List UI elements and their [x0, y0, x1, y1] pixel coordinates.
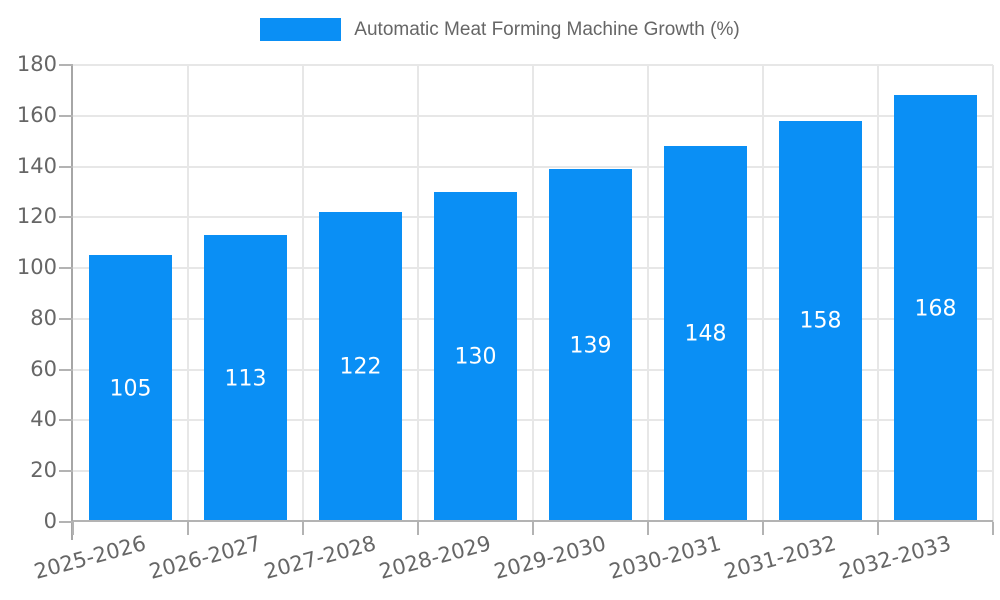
- y-tick-label: 0: [43, 509, 57, 533]
- bar-value-label: 158: [799, 308, 842, 334]
- v-gridline: [762, 65, 764, 522]
- x-tick: [762, 522, 764, 535]
- x-tick: [302, 522, 304, 535]
- legend-label: Automatic Meat Forming Machine Growth (%…: [354, 19, 740, 40]
- bar-value-label: 139: [569, 333, 612, 359]
- bar: [664, 146, 747, 522]
- x-tick: [647, 522, 649, 535]
- y-axis-line: [71, 65, 73, 540]
- y-tick-label: 160: [16, 102, 57, 127]
- x-tick: [187, 522, 189, 535]
- bar: [319, 212, 402, 522]
- bar: [549, 169, 632, 522]
- x-tick-label: 2030-2031: [606, 531, 724, 584]
- bar: [779, 120, 862, 522]
- plot-area: 105 113 122 130 139 148 158 168: [73, 64, 994, 522]
- y-tick: [59, 114, 73, 117]
- y-tick-label: 60: [30, 356, 57, 381]
- y-tick: [59, 419, 73, 422]
- v-gridline: [187, 65, 189, 522]
- x-tick-label: 2029-2030: [491, 531, 609, 584]
- x-tick-label: 2031-2032: [721, 531, 839, 584]
- x-tick-label: 2025-2026: [31, 531, 149, 584]
- y-tick-label: 40: [30, 407, 57, 432]
- v-gridline: [532, 65, 534, 522]
- bar: [204, 235, 287, 522]
- v-gridline: [302, 65, 304, 522]
- y-tick-label: 80: [30, 305, 57, 330]
- x-tick: [532, 522, 534, 535]
- y-tick-label: 140: [16, 153, 57, 178]
- bar-value-label: 122: [339, 354, 382, 380]
- v-gridline: [647, 65, 649, 522]
- v-gridline: [417, 65, 419, 522]
- bar-value-label: 130: [454, 344, 497, 370]
- bar-value-label: 168: [914, 296, 957, 322]
- y-tick: [59, 368, 73, 371]
- y-tick: [59, 317, 73, 320]
- y-tick: [59, 470, 73, 473]
- x-tick: [417, 522, 419, 535]
- v-gridline: [877, 65, 879, 522]
- x-tick-label: 2026-2027: [146, 531, 264, 584]
- y-tick: [59, 165, 73, 168]
- y-tick: [59, 216, 73, 219]
- y-tick: [59, 267, 73, 270]
- bar-value-label: 105: [109, 376, 152, 402]
- y-tick-label: 20: [30, 458, 57, 483]
- x-tick-label: 2028-2029: [376, 531, 494, 584]
- x-tick: [72, 522, 74, 535]
- bar-value-label: 148: [684, 321, 727, 347]
- bar: [434, 191, 517, 522]
- y-tick: [59, 521, 73, 523]
- legend-swatch-icon: [260, 18, 342, 41]
- y-tick: [59, 64, 73, 66]
- legend: Automatic Meat Forming Machine Growth (%…: [0, 18, 1000, 41]
- x-tick: [877, 522, 879, 535]
- x-tick-label: 2032-2033: [836, 531, 954, 584]
- y-tick-label: 120: [16, 204, 57, 229]
- bar-value-label: 113: [224, 366, 267, 392]
- x-tick-label: 2027-2028: [261, 531, 379, 584]
- y-tick-label: 100: [16, 255, 57, 280]
- y-tick-label: 180: [16, 52, 57, 76]
- bar: [89, 255, 172, 522]
- bar: [894, 95, 977, 522]
- x-axis-line: [73, 520, 993, 522]
- v-gridline: [992, 65, 994, 522]
- x-tick: [992, 522, 994, 535]
